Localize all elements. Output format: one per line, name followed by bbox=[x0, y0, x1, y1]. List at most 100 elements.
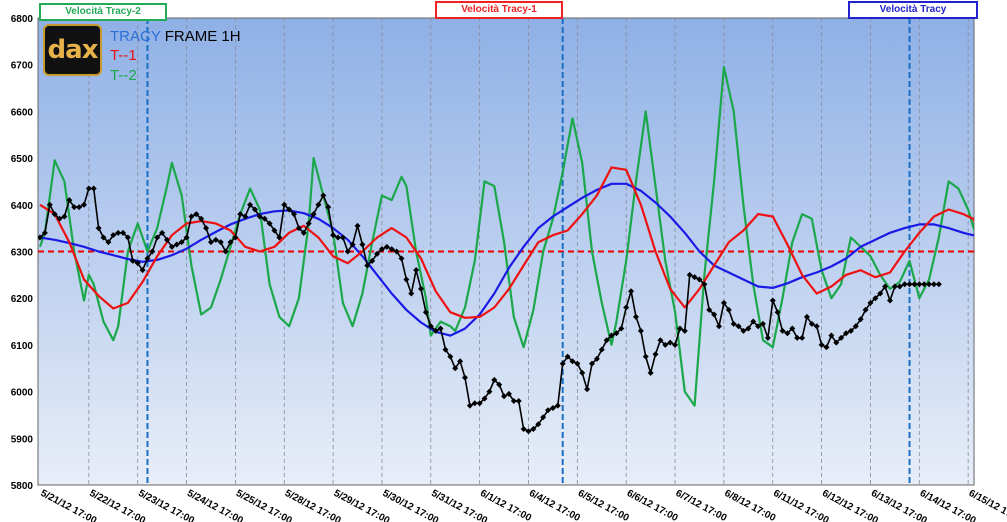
price-point bbox=[681, 327, 688, 334]
price-point bbox=[320, 192, 327, 199]
price-point bbox=[799, 334, 806, 341]
price-point bbox=[501, 393, 508, 400]
series-line-t1 bbox=[39, 166, 974, 319]
y-tick-label: 6400 bbox=[11, 201, 34, 212]
price-point bbox=[38, 234, 43, 241]
price-point bbox=[80, 201, 87, 208]
price-point bbox=[442, 346, 449, 353]
price-point bbox=[584, 386, 591, 393]
price-point bbox=[847, 327, 854, 334]
x-axis: 5/21/12 17:005/22/12 17:005/23/12 17:005… bbox=[39, 488, 1007, 522]
price-point bbox=[232, 234, 239, 241]
price-point bbox=[164, 236, 171, 243]
price-point bbox=[515, 397, 522, 404]
price-point bbox=[603, 337, 610, 344]
price-point bbox=[168, 243, 175, 250]
price-point bbox=[857, 316, 864, 323]
price-point bbox=[427, 323, 434, 330]
y-axis: 5800 5900 6000 6100 6200 6300 6400 6500 6600 6700… bbox=[11, 14, 34, 492]
price-point bbox=[408, 290, 415, 297]
price-point bbox=[139, 267, 146, 274]
price-point bbox=[882, 283, 889, 290]
price-point bbox=[261, 215, 268, 222]
price-point bbox=[789, 325, 796, 332]
y-tick-label: 6700 bbox=[11, 61, 34, 72]
price-point bbox=[559, 360, 566, 367]
price-point bbox=[212, 236, 219, 243]
price-point bbox=[803, 313, 810, 320]
price-point bbox=[545, 407, 552, 414]
price-point bbox=[921, 281, 928, 288]
price-point bbox=[242, 213, 249, 220]
y-tick-label: 5900 bbox=[11, 434, 34, 445]
price-point bbox=[178, 239, 185, 246]
price-point bbox=[481, 395, 488, 402]
price-point bbox=[926, 281, 933, 288]
price-point bbox=[706, 306, 713, 313]
price-point bbox=[657, 337, 664, 344]
price-point bbox=[374, 250, 381, 257]
x-tick-label: 6/5/12 17:00 bbox=[576, 488, 631, 522]
price-point bbox=[51, 211, 58, 218]
price-point bbox=[266, 220, 273, 227]
t1-label: T--1 bbox=[110, 47, 137, 64]
price-point bbox=[530, 425, 537, 432]
price-point bbox=[750, 318, 757, 325]
price-point bbox=[447, 353, 454, 360]
price-point bbox=[486, 388, 493, 395]
price-point bbox=[334, 234, 341, 241]
y-tick-label: 6200 bbox=[11, 294, 34, 305]
price-point bbox=[813, 323, 820, 330]
price-point bbox=[779, 327, 786, 334]
price-point bbox=[398, 255, 405, 262]
price-point bbox=[818, 341, 825, 348]
price-point bbox=[471, 400, 478, 407]
price-point bbox=[589, 360, 596, 367]
price-point bbox=[916, 281, 923, 288]
price-point bbox=[129, 257, 136, 264]
price-point bbox=[466, 402, 473, 409]
legend-tracy: Velocità Tracy bbox=[848, 1, 978, 19]
price-point bbox=[491, 376, 498, 383]
price-point bbox=[579, 369, 586, 376]
price-point bbox=[144, 255, 151, 262]
price-point bbox=[227, 239, 234, 246]
series-line-tracy bbox=[39, 182, 974, 337]
price-point bbox=[906, 281, 913, 288]
price-point bbox=[325, 204, 332, 211]
price-point bbox=[808, 320, 815, 327]
price-point bbox=[41, 229, 48, 236]
price-point bbox=[730, 320, 737, 327]
price-point bbox=[520, 425, 527, 432]
price-point bbox=[183, 234, 190, 241]
price-point bbox=[46, 201, 53, 208]
price-point bbox=[667, 339, 674, 346]
price-point bbox=[769, 297, 776, 304]
price-point bbox=[701, 281, 708, 288]
frame-label: FRAME 1H bbox=[164, 28, 241, 45]
price-point bbox=[291, 211, 298, 218]
price-point bbox=[745, 325, 752, 332]
price-point bbox=[330, 232, 337, 239]
price-point bbox=[759, 320, 766, 327]
price-point bbox=[564, 353, 571, 360]
price-point bbox=[100, 234, 107, 241]
price-point bbox=[838, 334, 845, 341]
price-point bbox=[207, 239, 214, 246]
price-point bbox=[891, 283, 898, 290]
price-point bbox=[696, 276, 703, 283]
price-point bbox=[828, 332, 835, 339]
price-point bbox=[217, 239, 224, 246]
y-tick-label: 6000 bbox=[11, 388, 34, 399]
price-point bbox=[344, 248, 351, 255]
price-point bbox=[315, 201, 322, 208]
y-tick-label: 5800 bbox=[11, 481, 34, 492]
price-point bbox=[662, 341, 669, 348]
tracy-label: TRACY bbox=[110, 28, 161, 45]
price-point bbox=[637, 327, 644, 334]
price-point bbox=[149, 248, 156, 255]
price-point bbox=[310, 211, 317, 218]
y-tick-label: 6300 bbox=[11, 248, 34, 259]
logo-text: dax bbox=[47, 35, 99, 65]
